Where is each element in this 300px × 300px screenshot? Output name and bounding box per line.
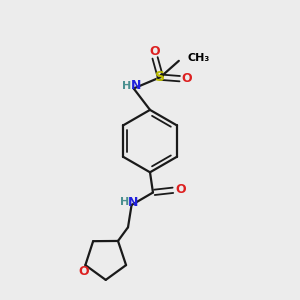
Text: CH₃: CH₃ [188, 53, 210, 64]
Text: N: N [131, 79, 141, 92]
Text: O: O [150, 45, 160, 58]
Text: O: O [181, 72, 192, 85]
Text: S: S [155, 70, 165, 84]
Text: N: N [128, 196, 139, 208]
Text: H: H [120, 197, 129, 207]
Text: O: O [176, 183, 186, 196]
Text: O: O [79, 265, 89, 278]
Text: H: H [122, 80, 132, 91]
